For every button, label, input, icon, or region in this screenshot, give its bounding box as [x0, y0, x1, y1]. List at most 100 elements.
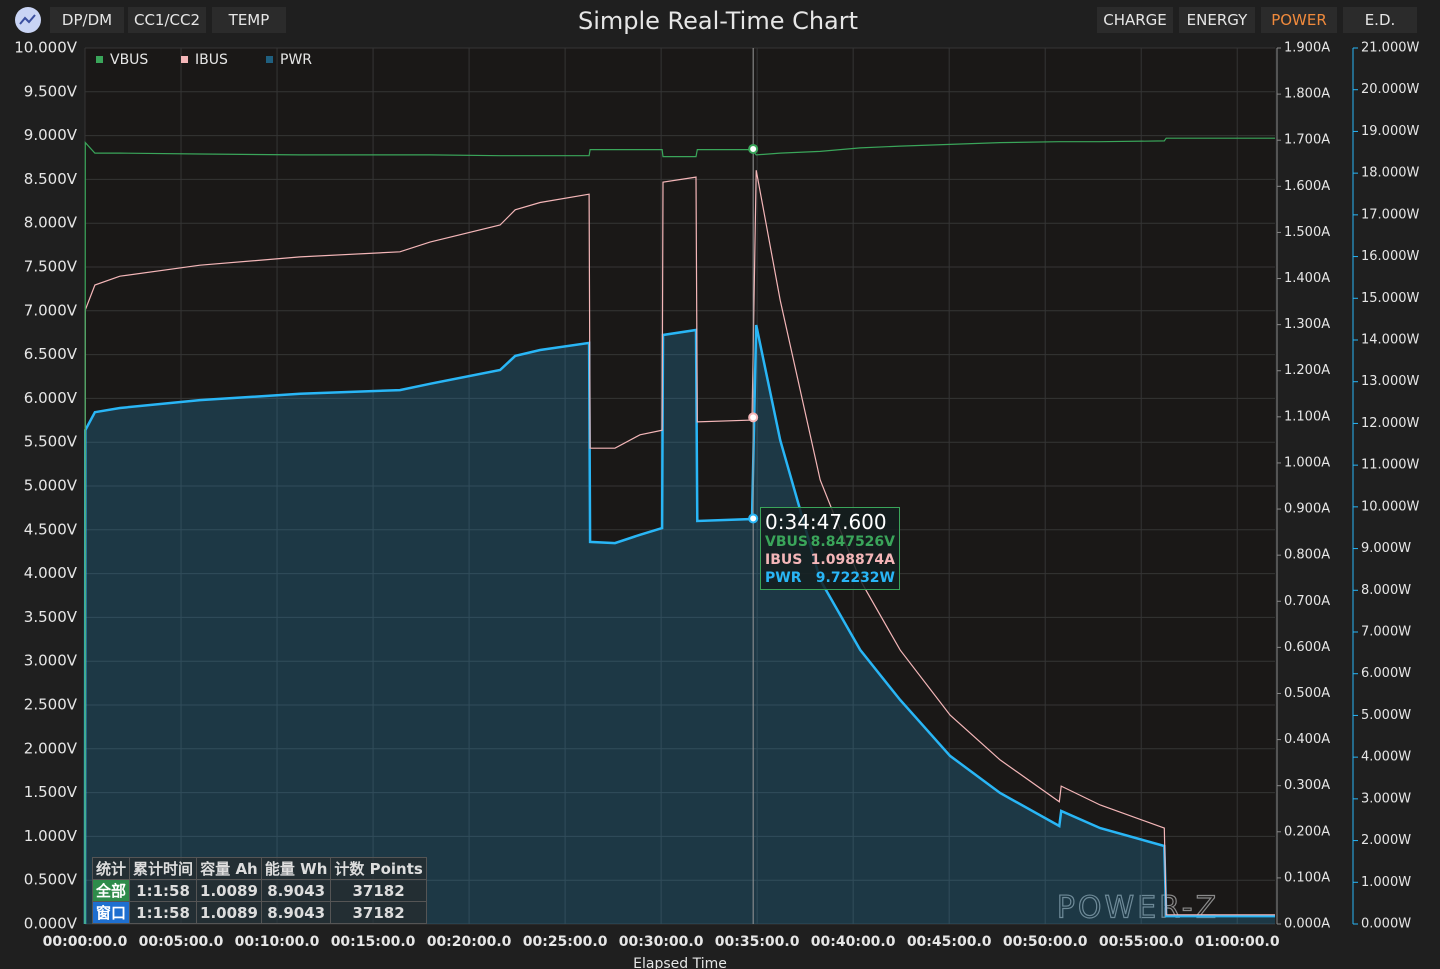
legend-swatch: [266, 56, 273, 63]
y2-tick-label: 1.500A: [1284, 225, 1330, 240]
y2-tick-label: 0.200A: [1284, 824, 1330, 839]
tooltip-value: 8.847526V: [810, 534, 895, 550]
y2-tick-label: 1.800A: [1284, 87, 1330, 102]
toolbar-tab[interactable]: CHARGE: [1097, 7, 1173, 33]
x-tick-label: 00:15:00.0: [331, 934, 416, 950]
stats-header-cell: 能量 Wh: [260, 857, 332, 880]
y-tick-label: 1.000V: [24, 827, 78, 845]
stats-cell: 窗口: [91, 901, 131, 924]
toolbar-tab[interactable]: ENERGY: [1179, 7, 1255, 33]
series-line: [84, 170, 1275, 925]
x-tick-label: 00:35:00.0: [715, 934, 800, 950]
y3-tick-label: 16.000W: [1361, 249, 1419, 264]
y3-tick-label: 9.000W: [1361, 541, 1411, 556]
y-tick-label: 5.000V: [24, 477, 78, 495]
x-tick-label: 00:55:00.0: [1099, 934, 1184, 950]
tooltip-value: 1.098874A: [810, 552, 895, 568]
y3-tick-label: 3.000W: [1361, 791, 1411, 806]
y-tick-label: 4.000V: [24, 564, 78, 582]
y2-tick-label: 1.900A: [1284, 41, 1330, 56]
stats-header-cell: 容量 Ah: [196, 857, 262, 880]
stats-header: 统计 累计时间 容量 Ah 能量 Wh 计数 Points: [91, 857, 427, 880]
y3-tick-label: 15.000W: [1361, 291, 1419, 306]
x-axis-label: Elapsed Time: [633, 956, 727, 969]
x-tick-label: 00:40:00.0: [811, 934, 896, 950]
y-tick-label: 0.500V: [24, 871, 78, 889]
y2-tick-label: 0.300A: [1284, 778, 1330, 793]
x-tick-label: 00:30:00.0: [619, 934, 704, 950]
y-tick-label: 8.000V: [24, 214, 78, 232]
y-tick-label: 9.500V: [24, 82, 78, 100]
x-tick-label: 00:45:00.0: [907, 934, 992, 950]
stats-table: 统计 累计时间 容量 Ah 能量 Wh 计数 Points 全部 1:1:58 1.0089 8…: [91, 857, 427, 924]
y-tick-label: 3.500V: [24, 608, 78, 626]
legend-label: VBUS: [110, 52, 148, 68]
y2-tick-label: 1.300A: [1284, 317, 1330, 332]
x-tick-label: 01:00:00.0: [1195, 934, 1280, 950]
toolbar-button[interactable]: DP/DM: [50, 7, 124, 33]
stats-cell: 1:1:58: [129, 879, 198, 902]
stats-cell: 8.9043: [260, 901, 332, 924]
stats-cell: 37182: [330, 879, 427, 902]
y-tick-label: 2.500V: [24, 696, 78, 714]
tooltip-row: PWR 9.72232W: [761, 570, 899, 588]
y2-tick-label: 0.700A: [1284, 594, 1330, 609]
tooltip-row: VBUS 8.847526V: [761, 534, 899, 552]
tooltip-name: PWR: [765, 570, 802, 586]
y-tick-label: 7.500V: [24, 258, 78, 276]
y-tick-label: 8.500V: [24, 170, 78, 188]
y3-tick-label: 20.000W: [1361, 82, 1419, 97]
toolbar-tab[interactable]: E.D.: [1343, 7, 1417, 33]
legend-swatch: [181, 56, 188, 63]
tooltip-value: 9.72232W: [815, 570, 895, 586]
y-tick-label: 9.000V: [24, 126, 78, 144]
x-tick-label: 00:25:00.0: [523, 934, 608, 950]
y3-tick-label: 4.000W: [1361, 750, 1411, 765]
tooltip-time: 0:34:47.600: [765, 510, 887, 534]
y2-tick-label: 1.100A: [1284, 409, 1330, 424]
stats-cell: 37182: [330, 901, 427, 924]
legend-swatch: [96, 56, 103, 63]
y-tick-label: 6.500V: [24, 345, 78, 363]
stats-row: 窗口 1:1:58 1.0089 8.9043 37182: [91, 901, 427, 924]
y2-tick-label: 0.400A: [1284, 732, 1330, 747]
y-tick-label: 0.000V: [24, 915, 78, 933]
legend-label: PWR: [280, 52, 312, 68]
y2-tick-label: 0.800A: [1284, 548, 1330, 563]
y-tick-label: 6.000V: [24, 389, 78, 407]
y3-tick-label: 1.000W: [1361, 875, 1411, 890]
y3-tick-label: 13.000W: [1361, 374, 1419, 389]
y2-tick-label: 1.200A: [1284, 363, 1330, 378]
series-area: [85, 324, 1275, 924]
y3-tick-label: 11.000W: [1361, 458, 1419, 473]
y3-tick-label: 10.000W: [1361, 499, 1419, 514]
toolbar-tab[interactable]: POWER: [1261, 7, 1337, 33]
toolbar-button[interactable]: CC1/CC2: [128, 7, 206, 33]
stats-header-cell: 计数 Points: [330, 857, 427, 880]
y-tick-label: 1.500V: [24, 783, 78, 801]
y-tick-label: 5.500V: [24, 433, 78, 451]
y2-tick-label: 1.700A: [1284, 133, 1330, 148]
y3-tick-label: 7.000W: [1361, 625, 1411, 640]
y3-tick-label: 8.000W: [1361, 583, 1411, 598]
y-tick-label: 7.000V: [24, 301, 78, 319]
stats-cell: 1.0089: [196, 879, 262, 902]
y-tick-label: 3.000V: [24, 652, 78, 670]
chart-title: Simple Real-Time Chart: [578, 7, 858, 35]
y3-tick-label: 2.000W: [1361, 833, 1411, 848]
legend-label: IBUS: [195, 52, 228, 68]
stats-cell: 全部: [91, 879, 131, 902]
y2-tick-label: 0.100A: [1284, 870, 1330, 885]
y-tick-label: 10.000V: [14, 39, 77, 57]
stats-cell: 1.0089: [196, 901, 262, 924]
x-tick-label: 00:05:00.0: [139, 934, 224, 950]
y3-tick-label: 0.000W: [1361, 917, 1411, 932]
toolbar-button[interactable]: TEMP: [212, 7, 286, 33]
cursor-marker: [748, 513, 759, 524]
tooltip-row: IBUS 1.098874A: [761, 552, 899, 570]
icon-glyph: [19, 14, 36, 25]
x-tick-label: 00:10:00.0: [235, 934, 320, 950]
series-line: [84, 137, 1275, 925]
y2-tick-label: 1.600A: [1284, 179, 1330, 194]
